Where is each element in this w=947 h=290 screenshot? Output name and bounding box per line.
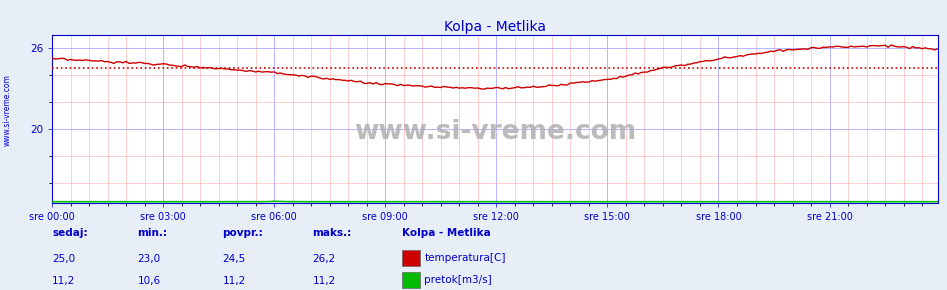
Text: www.si-vreme.com: www.si-vreme.com <box>353 119 636 145</box>
Title: Kolpa - Metlika: Kolpa - Metlika <box>444 20 545 34</box>
Text: 25,0: 25,0 <box>52 254 75 264</box>
Text: sedaj:: sedaj: <box>52 228 88 238</box>
Text: maks.:: maks.: <box>313 228 351 238</box>
Text: povpr.:: povpr.: <box>223 228 263 238</box>
Text: 11,2: 11,2 <box>313 276 336 286</box>
Text: 24,5: 24,5 <box>223 254 246 264</box>
Text: 11,2: 11,2 <box>52 276 76 286</box>
Text: 10,6: 10,6 <box>137 276 160 286</box>
Text: min.:: min.: <box>137 228 168 238</box>
Text: Kolpa - Metlika: Kolpa - Metlika <box>402 228 491 238</box>
Text: pretok[m3/s]: pretok[m3/s] <box>424 275 492 285</box>
Text: temperatura[C]: temperatura[C] <box>424 253 506 263</box>
Text: 23,0: 23,0 <box>137 254 160 264</box>
Text: 11,2: 11,2 <box>223 276 246 286</box>
Text: www.si-vreme.com: www.si-vreme.com <box>3 74 12 146</box>
Text: 26,2: 26,2 <box>313 254 336 264</box>
